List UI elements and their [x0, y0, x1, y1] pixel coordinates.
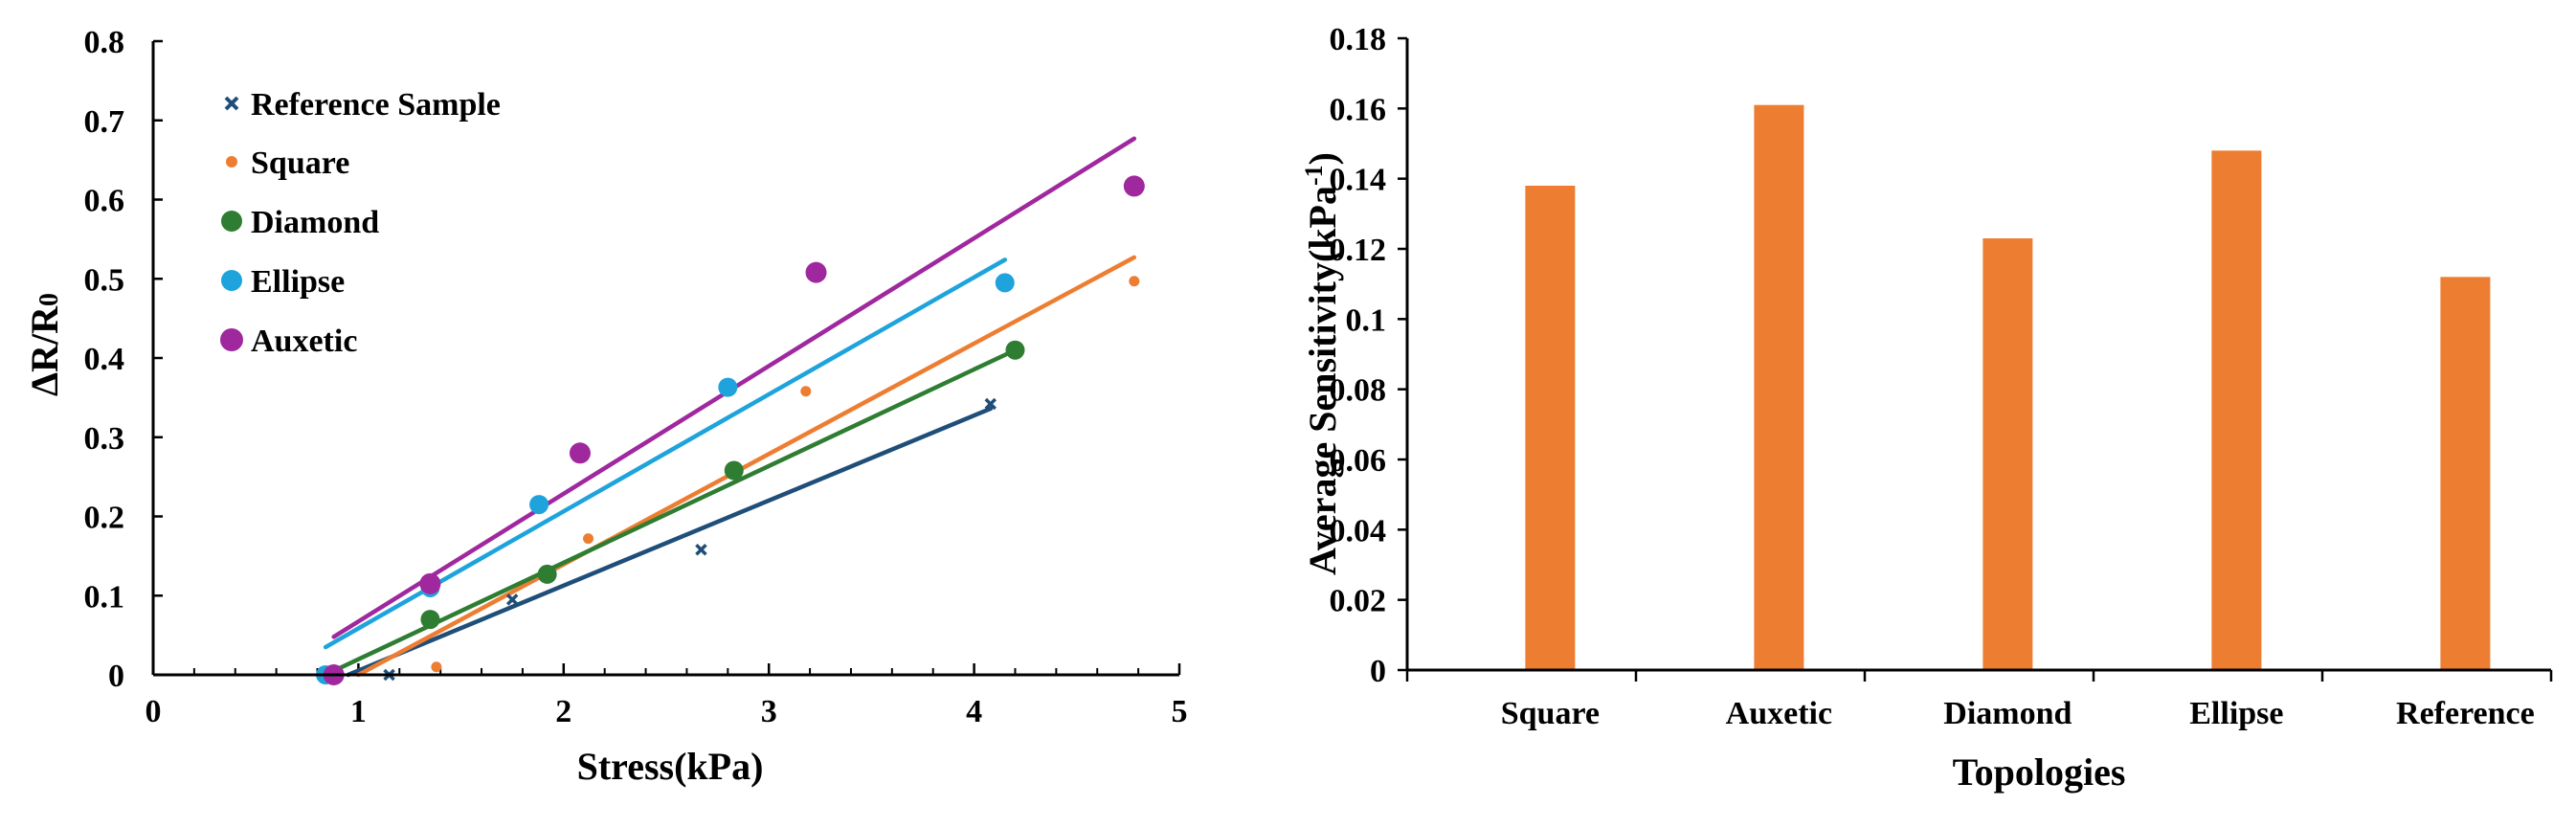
y-axis-title: Average Sensitivity(kPa-1) — [1300, 152, 1344, 575]
data-point — [505, 593, 519, 606]
y-tick-label: 0.04 — [1330, 513, 1387, 548]
bar — [2440, 277, 2491, 670]
y-tick-labels: 0 0.02 0.04 0.06 0.08 0.1 0.12 0.14 0.16 0.18 — [1330, 22, 1387, 689]
y-tick-label: 0.08 — [1330, 373, 1387, 409]
data-point — [537, 564, 557, 584]
category-labels: Square Auxetic Diamond Ellipse Reference — [1501, 696, 2535, 731]
y-tick-label: 0.16 — [1330, 92, 1387, 127]
legend-marker-dot — [221, 270, 242, 291]
category-label: Diamond — [1943, 696, 2072, 731]
x-tick-label: 4 — [966, 694, 982, 729]
category-label: Auxetic — [1726, 696, 1832, 731]
data-point — [1005, 340, 1025, 360]
legend-item-auxetic: Auxetic — [220, 324, 357, 359]
data-point — [569, 442, 591, 464]
axis-ticks — [1398, 36, 2553, 682]
y-tick-label: 0.6 — [84, 184, 125, 219]
data-point — [419, 572, 441, 594]
y-tick-label: 0.06 — [1330, 443, 1387, 479]
y-tick-label: 0.18 — [1330, 22, 1387, 57]
x-tick-label: 2 — [555, 694, 571, 729]
data-point — [718, 377, 738, 397]
x-axis-title: Topologies — [1953, 750, 2126, 794]
bar — [2211, 150, 2262, 671]
y-tick-label: 0 — [108, 659, 124, 694]
x-axis-title: Stress(kPa) — [577, 745, 764, 788]
data-point — [529, 495, 549, 515]
y-tick-label: 0.8 — [84, 25, 125, 60]
category-label: Reference — [2396, 696, 2535, 731]
data-point — [984, 397, 997, 411]
data-point — [583, 533, 594, 545]
trendlines — [323, 136, 1137, 678]
legend-label: Square — [251, 145, 349, 181]
legend-marker-dot — [226, 156, 237, 168]
y-axis-title-superscript: -1 — [1300, 165, 1328, 186]
y-tick-label: 0.14 — [1330, 163, 1387, 198]
x-tick-label: 1 — [350, 694, 367, 729]
y-tick-label: 0.3 — [84, 421, 125, 457]
y-tick-label: 0 — [1370, 654, 1386, 689]
x-tick-label: 5 — [1172, 694, 1188, 729]
bars — [1525, 104, 2491, 671]
y-tick-label: 0.5 — [84, 262, 125, 298]
legend-label: Auxetic — [251, 324, 357, 359]
legend-label: Ellipse — [251, 264, 345, 300]
x-tick-label: 3 — [761, 694, 777, 729]
y-tick-label: 0.12 — [1330, 233, 1387, 268]
data-point — [805, 261, 827, 283]
legend-item-ellipse: Ellipse — [221, 264, 345, 300]
legend-item-reference: Reference Sample — [224, 87, 501, 123]
scatter-chart: 0 0.1 0.2 0.3 0.4 0.5 0.6 0.7 0.8 0 1 2 3 4 5 Stress(… — [23, 25, 1188, 788]
bar-chart: 0 0.02 0.04 0.06 0.08 0.1 0.12 0.14 0.16 0.18 Squ… — [1300, 22, 2553, 794]
data-points — [316, 175, 1145, 685]
y-tick-labels: 0 0.1 0.2 0.3 0.4 0.5 0.6 0.7 0.8 — [84, 25, 125, 694]
x-tick-label: 0 — [146, 694, 162, 729]
trendline — [331, 347, 1018, 674]
data-point — [800, 386, 812, 397]
y-axis-title-main: Average Sensitivity(kPa — [1301, 186, 1344, 575]
y-tick-label: 0.2 — [84, 501, 125, 536]
bar — [1982, 238, 2033, 670]
category-label: Ellipse — [2189, 696, 2283, 731]
legend-marker-dot — [221, 211, 242, 232]
y-tick-label: 0.02 — [1330, 584, 1387, 619]
y-axis-title: ΔR/R0 — [23, 293, 66, 396]
bar — [1754, 104, 1804, 670]
trendline — [346, 406, 994, 678]
legend-label: Diamond — [251, 205, 379, 240]
y-axis-title-subscript: 0 — [34, 293, 64, 306]
legend-item-diamond: Diamond — [221, 205, 379, 240]
x-tick-labels: 0 1 2 3 4 5 — [146, 694, 1188, 729]
data-point — [995, 273, 1015, 293]
legend-item-square: Square — [226, 145, 349, 181]
data-point — [724, 460, 744, 481]
legend-marker-dot — [220, 328, 243, 351]
y-tick-label: 0.7 — [84, 104, 125, 140]
legend: Reference Sample Square Diamond Ellipse … — [220, 87, 501, 359]
legend-label: Reference Sample — [251, 87, 501, 123]
y-axis-title-end: ) — [1301, 152, 1344, 165]
y-tick-label: 0.4 — [84, 342, 125, 377]
data-point — [431, 661, 442, 673]
category-label: Square — [1501, 696, 1600, 731]
y-tick-label: 0.1 — [1346, 302, 1387, 338]
bar — [1525, 186, 1576, 670]
y-tick-label: 0.1 — [84, 579, 125, 615]
legend-marker-x — [224, 96, 239, 111]
data-point — [420, 610, 440, 630]
data-point — [695, 544, 707, 556]
data-point — [1123, 175, 1145, 197]
trendline — [356, 255, 1137, 678]
data-point — [1129, 276, 1140, 287]
y-axis-title-main: ΔR/R — [23, 305, 66, 396]
